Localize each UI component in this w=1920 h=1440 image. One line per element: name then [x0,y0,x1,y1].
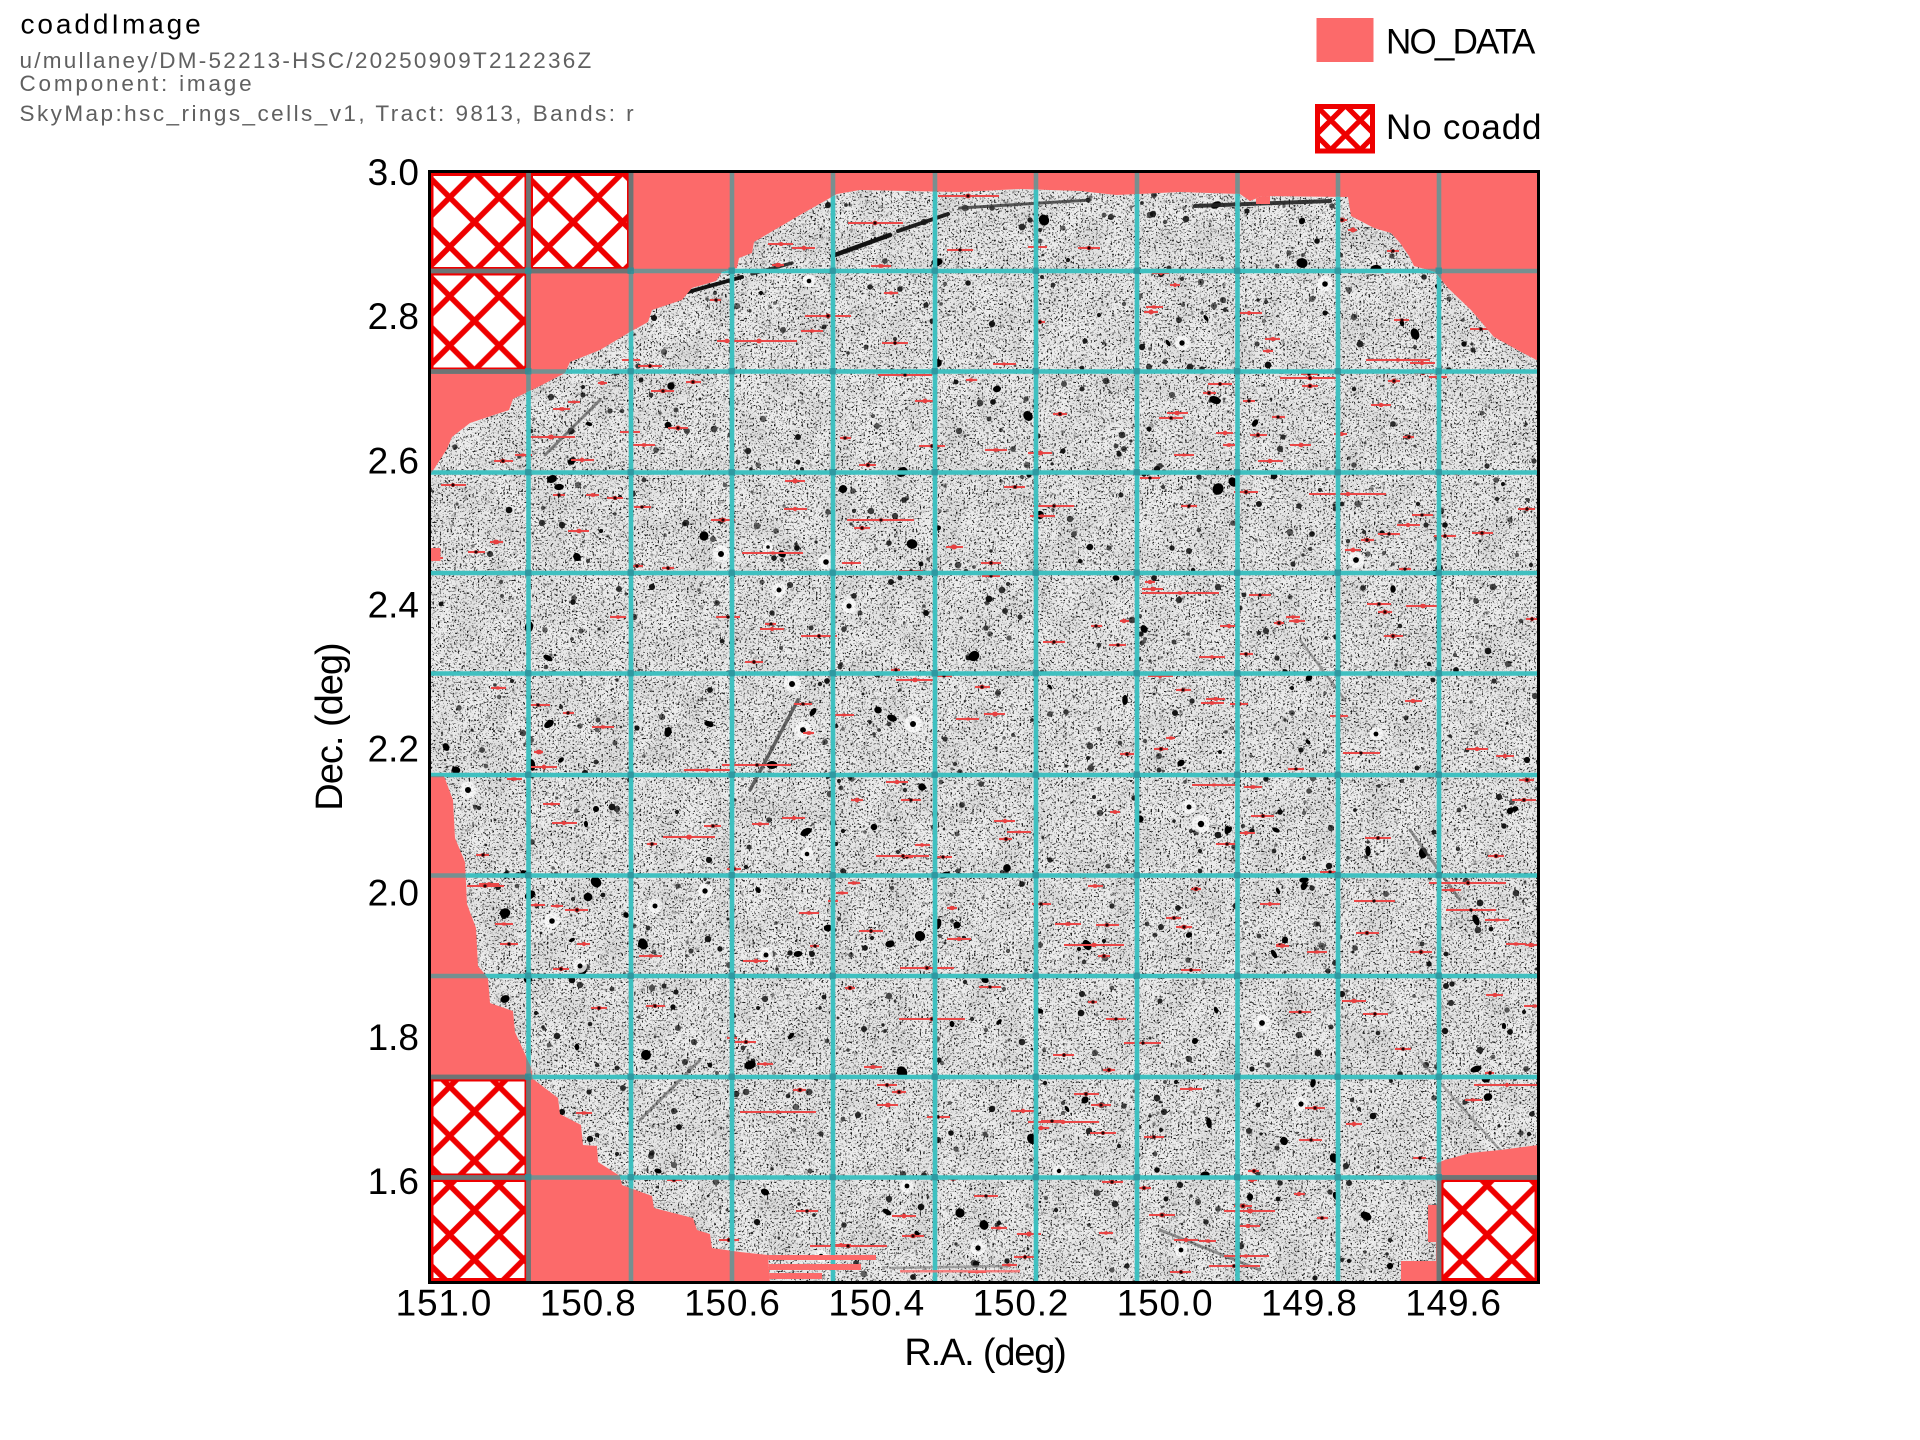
svg-text:150.8: 150.8 [540,1283,637,1324]
svg-text:NO_DATA: NO_DATA [1386,23,1536,62]
svg-text:151.0: 151.0 [396,1283,493,1324]
svg-text:R.A. (deg): R.A. (deg) [904,1332,1065,1374]
svg-text:u/mullaney/DM-52213-HSC/202509: u/mullaney/DM-52213-HSC/20250909T212236Z [20,48,594,73]
svg-text:2.4: 2.4 [368,584,419,625]
svg-text:150.2: 150.2 [973,1283,1070,1324]
svg-text:150.6: 150.6 [684,1283,781,1324]
svg-text:coaddImage: coaddImage [21,9,204,40]
svg-text:Component: image: Component: image [20,71,255,96]
svg-text:150.4: 150.4 [828,1283,925,1324]
svg-text:2.6: 2.6 [368,440,419,481]
svg-text:1.8: 1.8 [368,1017,419,1058]
svg-text:No coadd: No coadd [1386,108,1542,147]
svg-text:Dec. (deg): Dec. (deg) [309,643,351,810]
svg-text:2.2: 2.2 [368,729,419,770]
svg-text:1.6: 1.6 [368,1161,419,1202]
svg-text:149.6: 149.6 [1405,1283,1502,1324]
svg-text:150.0: 150.0 [1117,1283,1214,1324]
svg-text:2.0: 2.0 [368,873,419,914]
svg-text:2.8: 2.8 [368,296,419,337]
svg-text:149.8: 149.8 [1261,1283,1358,1324]
svg-text:SkyMap:hsc_rings_cells_v1, Tra: SkyMap:hsc_rings_cells_v1, Tract: 9813, … [20,101,637,126]
svg-text:3.0: 3.0 [368,152,419,193]
